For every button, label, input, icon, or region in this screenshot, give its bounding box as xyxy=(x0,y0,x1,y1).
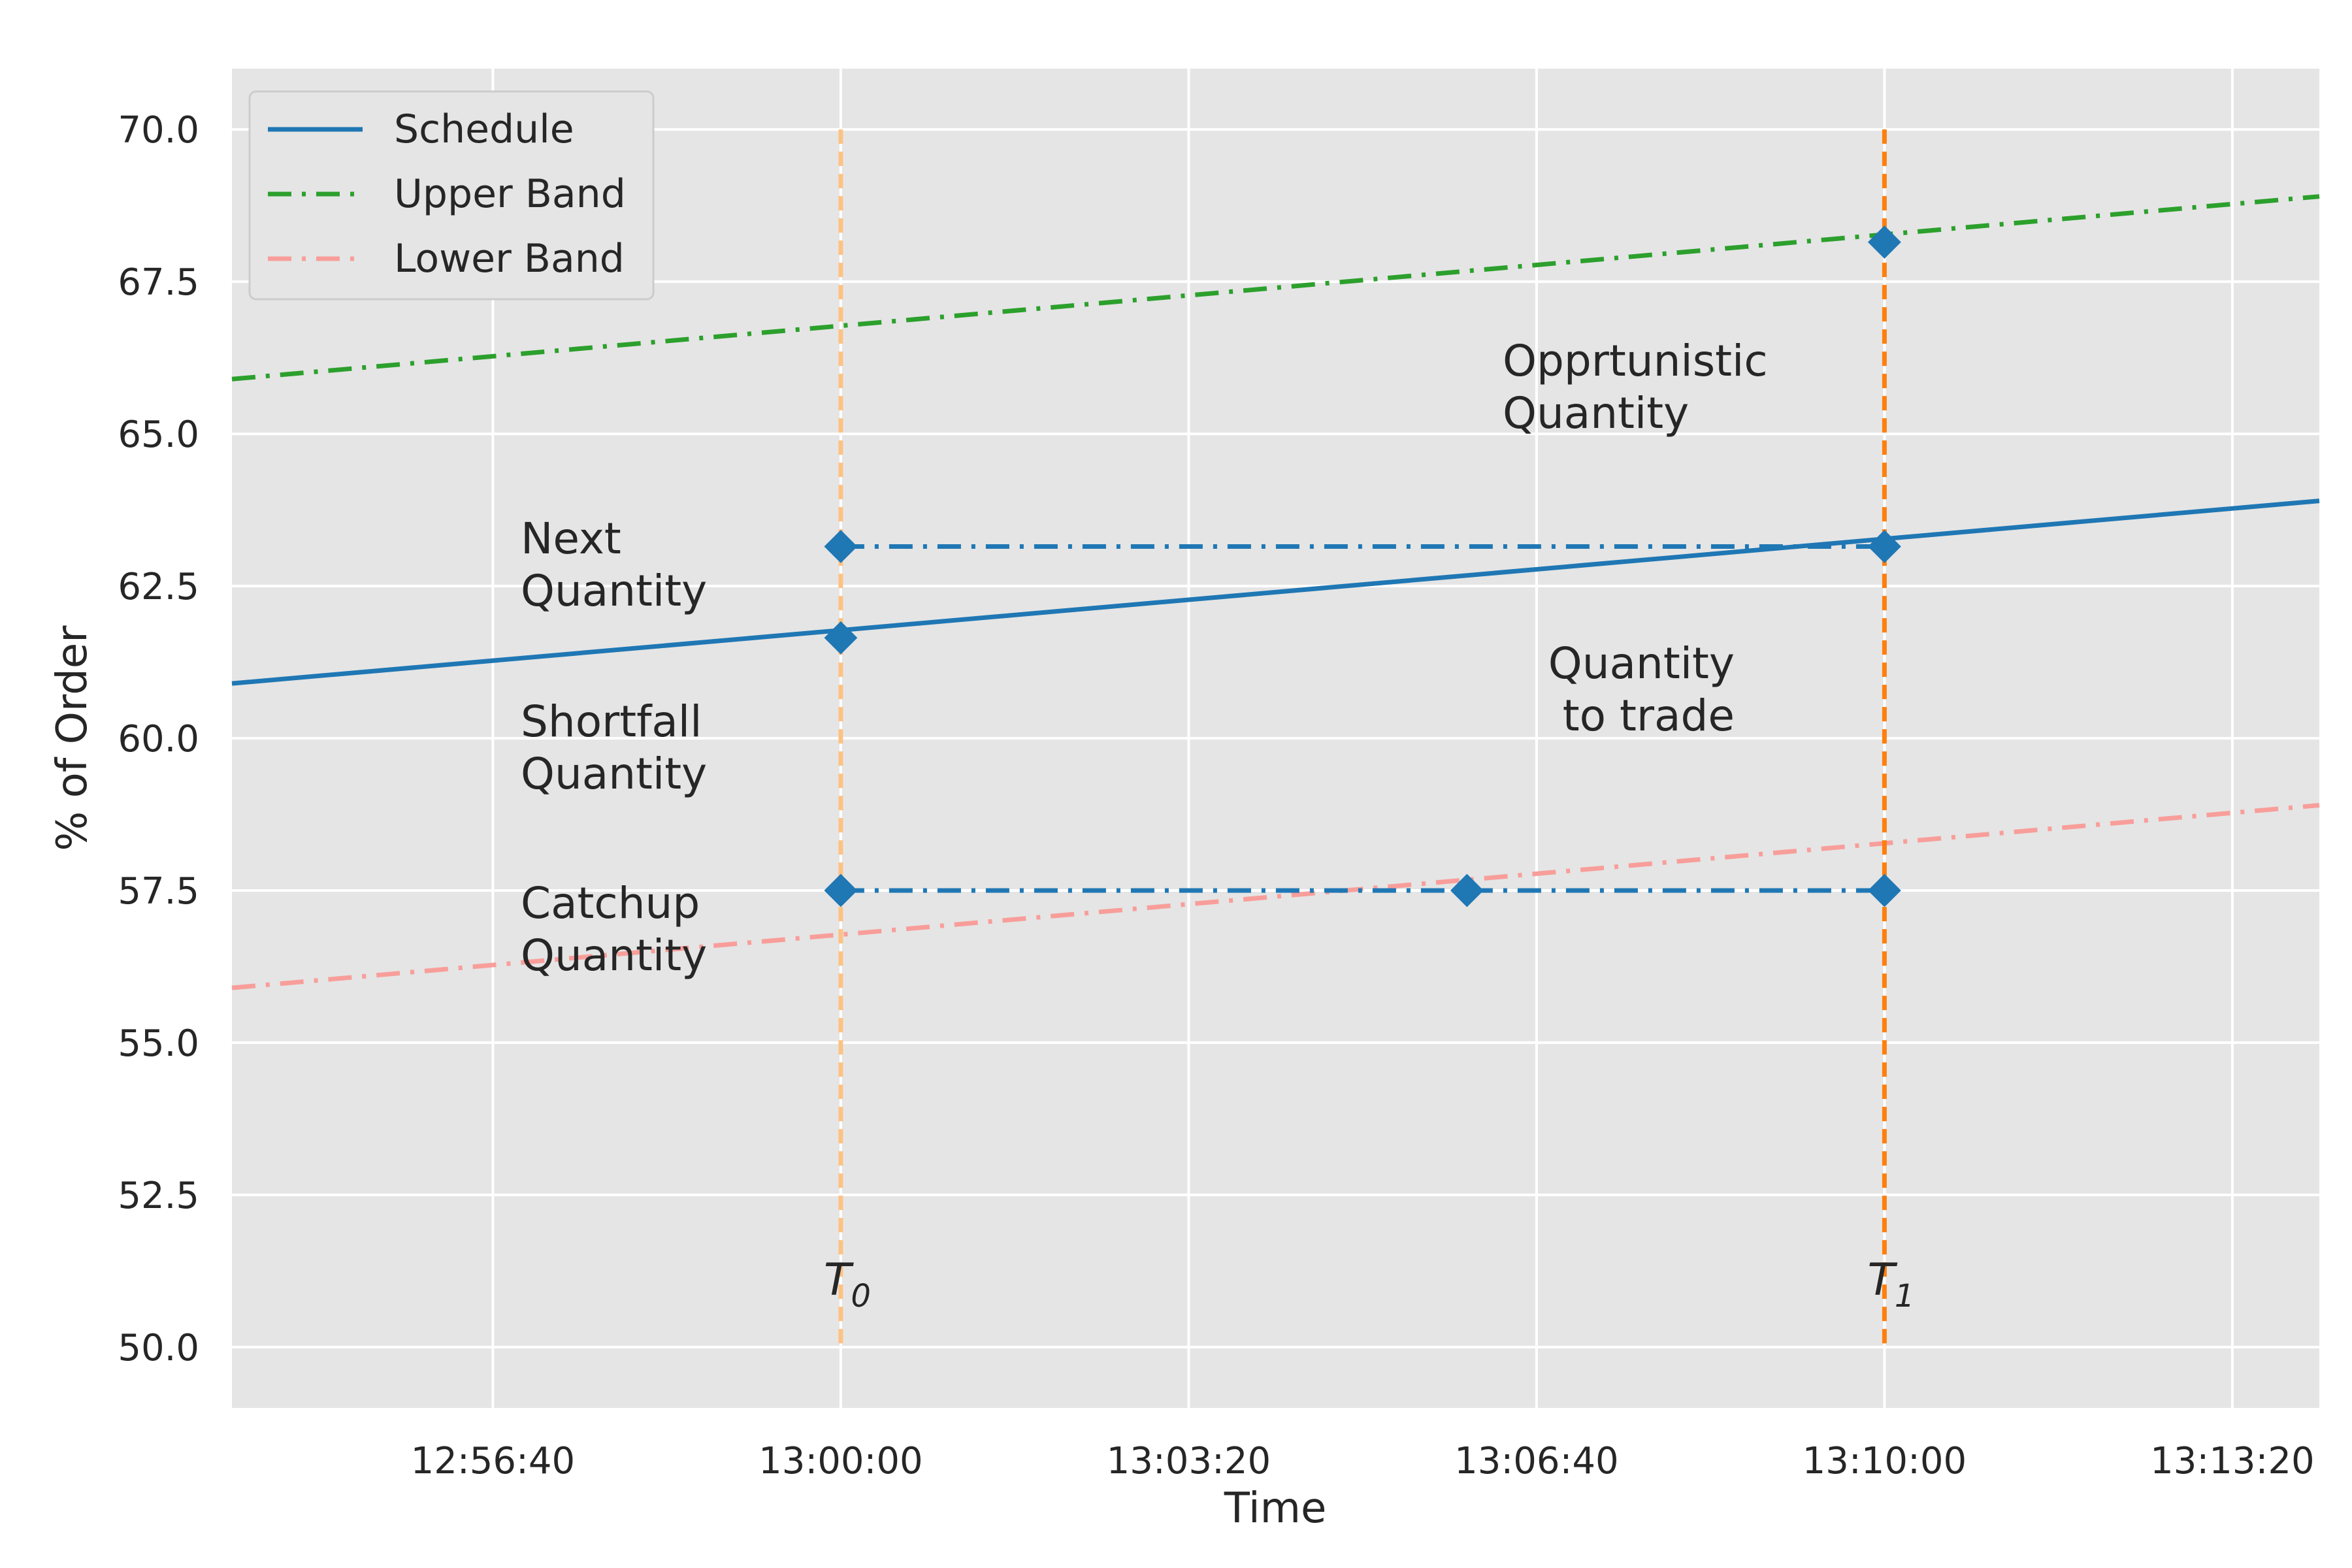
legend-label: Upper Band xyxy=(394,171,626,217)
diamond-marker xyxy=(1867,874,1901,907)
y-tick-label: 57.5 xyxy=(118,870,199,913)
diamond-marker xyxy=(1867,530,1901,563)
vline-label-t1: T1 xyxy=(1867,1254,1914,1315)
annotation-quantity-to-trade: Quantity to trade xyxy=(1548,638,1735,741)
y-tick-label: 65.0 xyxy=(118,414,199,456)
annotation-next-quantity: Next Quantity xyxy=(521,514,707,616)
y-tick-label: 55.0 xyxy=(118,1022,199,1065)
y-tick-label: 62.5 xyxy=(118,566,199,608)
legend: Schedule Upper Band Lower Band xyxy=(248,90,655,301)
diamond-marker xyxy=(1867,225,1901,259)
grid xyxy=(232,69,2319,1408)
legend-label: Schedule xyxy=(394,106,574,152)
annotation-catchup-quantity: Catchup Quantity xyxy=(521,878,707,981)
y-tick-label: 70.0 xyxy=(118,109,199,152)
annotation-opprtunistic-quantity: Opprtunistic Quantity xyxy=(1503,336,1768,438)
x-tick-label: 13:10:00 xyxy=(1803,1440,1967,1482)
legend-box xyxy=(248,90,655,301)
x-tick-label: 12:56:40 xyxy=(411,1440,576,1482)
x-tick-label: 13:00:00 xyxy=(759,1440,923,1482)
series-line-schedule xyxy=(231,498,2320,686)
x-tick-label: 13:06:40 xyxy=(1454,1440,1619,1482)
y-axis-label: % of Order xyxy=(48,625,97,851)
series-line-upper-band xyxy=(231,194,2320,382)
x-axis-ticks: 12:56:40 13:00:00 13:03:20 13:06:40 13:10:00… xyxy=(411,1440,2315,1482)
annotation-layer: Next Quantity Shortfall Quantity Catchup Quan… xyxy=(521,336,1768,981)
x-axis-label: Time xyxy=(1224,1484,1327,1533)
y-tick-label: 52.5 xyxy=(118,1175,199,1217)
diamond-marker xyxy=(824,621,858,655)
series-layer xyxy=(231,194,2320,990)
annotation-shortfall-quantity: Shortfall Quantity xyxy=(521,696,707,799)
y-tick-label: 60.0 xyxy=(118,718,199,760)
legend-label: Lower Band xyxy=(394,236,625,282)
diamond-marker xyxy=(1450,874,1484,907)
y-tick-label: 67.5 xyxy=(118,261,199,304)
series-line-lower-band xyxy=(231,803,2320,990)
marker-layer xyxy=(824,225,1901,907)
vline-layer: T0 T1 xyxy=(824,129,1914,1347)
diamond-marker xyxy=(824,530,858,563)
y-axis-ticks: 50.0 52.5 55.0 57.5 60.0 62.5 65.0 67.5 70.0 xyxy=(118,109,199,1369)
diamond-marker xyxy=(824,874,858,907)
x-tick-label: 13:13:20 xyxy=(2150,1440,2315,1482)
vline-label-t0: T0 xyxy=(824,1254,871,1315)
y-tick-label: 50.0 xyxy=(118,1327,199,1369)
x-tick-label: 13:03:20 xyxy=(1107,1440,1271,1482)
